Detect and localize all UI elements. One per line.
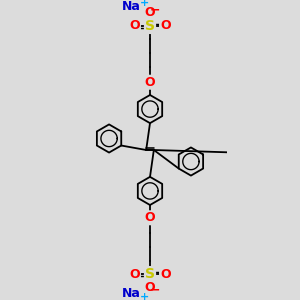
Text: −: − xyxy=(150,4,160,16)
Text: −: − xyxy=(150,284,160,296)
Text: O: O xyxy=(145,76,155,89)
Text: O: O xyxy=(129,268,140,281)
Text: O: O xyxy=(145,211,155,224)
Text: O: O xyxy=(145,281,155,294)
Text: +: + xyxy=(140,292,149,300)
Text: Na: Na xyxy=(122,287,141,300)
Text: O: O xyxy=(129,20,140,32)
Text: S: S xyxy=(145,19,155,33)
Text: O: O xyxy=(145,6,155,19)
Text: O: O xyxy=(160,20,171,32)
Text: +: + xyxy=(140,0,149,8)
Text: O: O xyxy=(160,268,171,281)
Text: S: S xyxy=(145,267,155,281)
Text: Na: Na xyxy=(122,0,141,13)
